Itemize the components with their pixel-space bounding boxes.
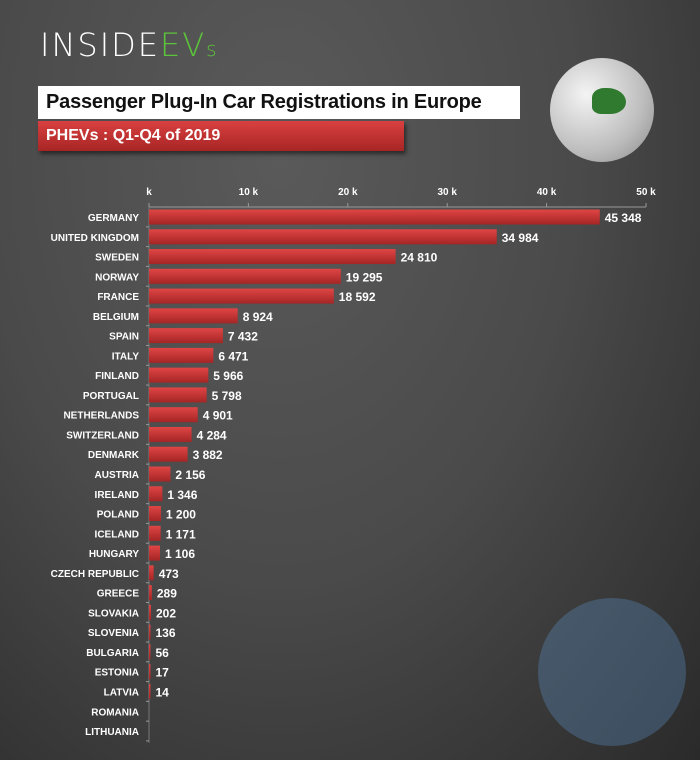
chart-subtitle: PHEVs : Q1-Q4 of 2019 xyxy=(38,121,404,151)
x-tick-label: 50 k xyxy=(636,187,656,198)
category-label: POLAND xyxy=(97,510,139,521)
value-label: 136 xyxy=(156,626,176,640)
category-label: FRANCE xyxy=(97,292,139,303)
category-label: CZECH REPUBLIC xyxy=(51,569,139,580)
category-label: UNITED KINGDOM xyxy=(51,233,139,244)
category-label: PORTUGAL xyxy=(83,391,139,402)
value-label: 1 171 xyxy=(166,527,196,541)
category-label: GERMANY xyxy=(88,213,139,224)
value-label: 2 156 xyxy=(175,468,205,482)
category-label: GREECE xyxy=(97,589,140,600)
bar xyxy=(149,249,396,265)
bar xyxy=(149,268,341,284)
value-label: 202 xyxy=(156,606,176,620)
x-tick-label: 20 k xyxy=(338,187,358,198)
value-label: 1 200 xyxy=(166,508,196,522)
category-label: ITALY xyxy=(112,351,140,362)
value-label: 4 901 xyxy=(203,409,233,423)
value-label: 7 432 xyxy=(228,330,258,344)
chart-title: Passenger Plug-In Car Registrations in E… xyxy=(38,86,520,119)
category-label: DENMARK xyxy=(88,450,140,461)
value-label: 5 966 xyxy=(213,369,243,383)
category-label: SLOVENIA xyxy=(88,628,139,639)
x-tick-label: 30 k xyxy=(437,187,457,198)
category-label: SWITZERLAND xyxy=(66,430,139,441)
value-label: 6 471 xyxy=(218,349,248,363)
category-label: ROMANIA xyxy=(91,707,139,718)
bar xyxy=(149,466,171,482)
category-label: SLOVAKIA xyxy=(88,608,139,619)
value-label: 14 xyxy=(156,685,170,699)
bar xyxy=(149,308,238,324)
value-label: 45 348 xyxy=(605,211,642,225)
category-label: SPAIN xyxy=(109,332,139,343)
bar xyxy=(149,446,188,462)
bar xyxy=(149,486,163,502)
category-label: SWEDEN xyxy=(95,253,139,264)
x-tick-label: k xyxy=(146,187,152,198)
bar xyxy=(149,209,600,225)
category-label: BULGARIA xyxy=(86,648,139,659)
value-label: 17 xyxy=(156,666,170,680)
logo-text-s: s xyxy=(206,37,219,61)
bar xyxy=(149,229,497,245)
bar xyxy=(149,426,192,442)
bar xyxy=(149,328,223,344)
bar xyxy=(149,288,334,304)
category-label: FINLAND xyxy=(95,371,139,382)
logo-text-ev: EV xyxy=(159,26,207,64)
category-label: LITHUANIA xyxy=(85,727,139,738)
watermark-logo xyxy=(538,598,686,746)
logo-text: INSIDE xyxy=(40,26,160,64)
x-tick-label: 40 k xyxy=(537,187,557,198)
category-label: BELGIUM xyxy=(93,312,139,323)
bar xyxy=(149,387,207,403)
x-tick-label: 10 k xyxy=(239,187,259,198)
value-label: 4 284 xyxy=(197,428,227,442)
bar xyxy=(149,585,152,601)
value-label: 8 924 xyxy=(243,310,273,324)
bar xyxy=(149,367,209,383)
value-label: 19 295 xyxy=(346,270,383,284)
category-label: IRELAND xyxy=(95,490,139,501)
category-label: ESTONIA xyxy=(95,668,139,679)
bar xyxy=(149,565,154,581)
value-label: 473 xyxy=(159,567,179,581)
bar xyxy=(149,683,151,699)
bar xyxy=(149,347,214,363)
bar xyxy=(149,604,152,620)
bar xyxy=(149,407,198,423)
category-label: ICELAND xyxy=(95,529,139,540)
value-label: 24 810 xyxy=(401,251,438,265)
bar xyxy=(149,525,161,541)
value-label: 18 592 xyxy=(339,290,376,304)
value-label: 3 882 xyxy=(193,448,223,462)
value-label: 289 xyxy=(157,587,177,601)
bar xyxy=(149,506,161,522)
bar xyxy=(149,664,151,680)
value-label: 56 xyxy=(156,646,170,660)
europe-globe-icon xyxy=(550,58,654,162)
insideevs-logo: INSIDEEVs xyxy=(40,26,219,64)
category-label: NETHERLANDS xyxy=(63,411,139,422)
category-label: LATVIA xyxy=(104,687,139,698)
category-label: AUSTRIA xyxy=(95,470,139,481)
bar xyxy=(149,624,151,640)
category-label: NORWAY xyxy=(95,272,139,283)
value-label: 1 106 xyxy=(165,547,195,561)
bar xyxy=(149,545,160,561)
category-label: HUNGARY xyxy=(89,549,140,560)
value-label: 1 346 xyxy=(167,488,197,502)
value-label: 5 798 xyxy=(212,389,242,403)
value-label: 34 984 xyxy=(502,231,539,245)
bar xyxy=(149,644,151,660)
